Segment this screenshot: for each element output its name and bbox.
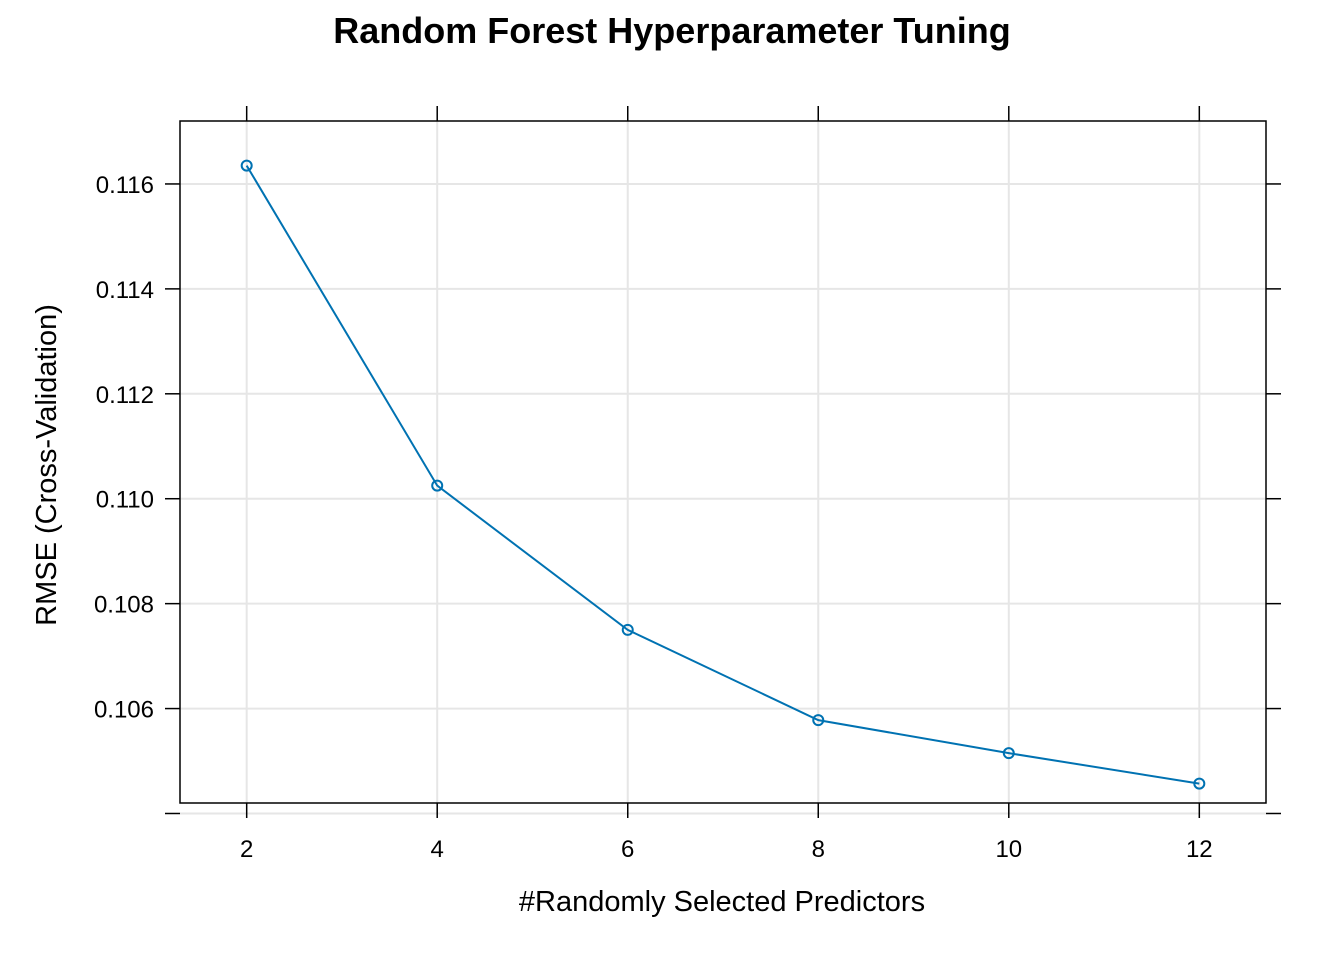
x-tick-label: 2	[240, 836, 253, 863]
y-tick-label: 0.112	[96, 382, 154, 409]
y-tick-label: 0.114	[96, 277, 154, 304]
x-tick-label: 10	[995, 836, 1022, 863]
grid-lines	[180, 121, 1266, 815]
x-tick-label: 8	[812, 836, 825, 863]
x-tick-label: 6	[621, 836, 634, 863]
axis-ticks: 2 4 6 8 10 12 0.106 0.108 0.110 0.112 0.114 0.116	[94, 106, 1281, 863]
data-point	[240, 159, 253, 172]
x-tick-label: 4	[431, 836, 444, 863]
data-point	[621, 623, 634, 636]
y-tick-label: 0.106	[94, 697, 154, 724]
series-layer	[240, 159, 1206, 790]
x-tick-label: 12	[1186, 836, 1213, 863]
x-axis-label: #Randomly Selected Predictors	[519, 886, 925, 918]
y-axis-label: RMSE (Cross-Validation)	[31, 304, 63, 626]
data-point	[1193, 777, 1206, 790]
data-point	[431, 479, 444, 492]
chart-title: Random Forest Hyperparameter Tuning	[333, 10, 1010, 51]
data-point	[812, 714, 825, 727]
y-tick-label: 0.108	[94, 592, 154, 619]
plot-frame	[179, 120, 1267, 804]
y-tick-label: 0.116	[96, 172, 154, 199]
series-line	[245, 165, 1200, 785]
y-tick-label: 0.110	[96, 487, 154, 514]
data-point	[1002, 747, 1015, 760]
